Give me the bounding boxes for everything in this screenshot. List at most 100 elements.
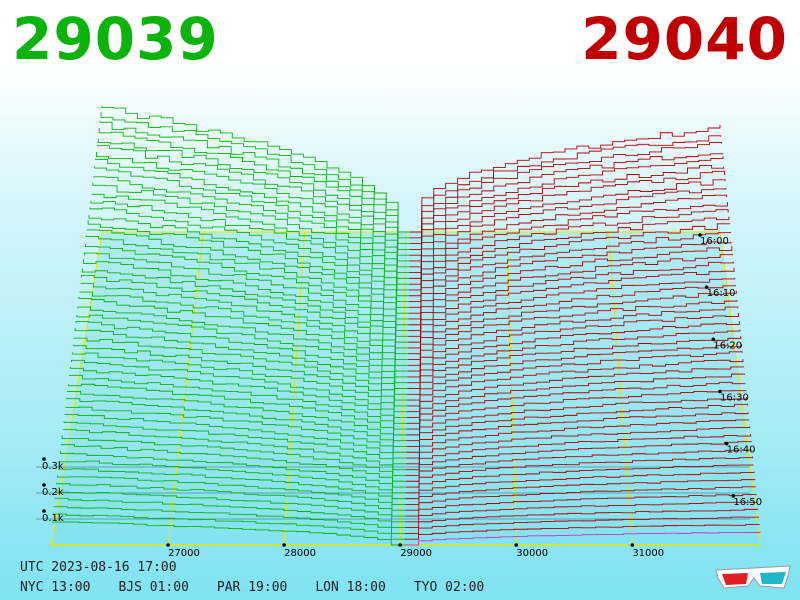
ask-depth-line [409, 124, 721, 233]
bid-depth-line [92, 182, 409, 291]
ask-depth-line [405, 479, 756, 505]
bid-depth-line [77, 306, 408, 384]
ask-depth-line [405, 441, 752, 476]
bid-depth-line [66, 397, 407, 453]
x-tick-dot [630, 543, 635, 547]
bid-depth-line [87, 220, 409, 320]
ask-depth-line [408, 223, 731, 308]
bid-depth-line [83, 259, 409, 349]
ask-depth-line [408, 209, 729, 297]
ask-depth-line [405, 464, 754, 494]
time-tick-label: 16:30 [720, 393, 749, 404]
clock-lon: LON 18:00 [315, 580, 386, 595]
bid-depth-line [70, 359, 407, 424]
bid-depth-line [72, 344, 407, 413]
x-tick-label: 27000 [168, 548, 200, 559]
ask-depth-line [407, 321, 740, 384]
ask-depth-line [405, 471, 755, 500]
bid-depth-line [75, 321, 408, 395]
bid-depth-line [91, 193, 409, 297]
ask-depth-line [408, 241, 732, 320]
bid-depth-line [93, 176, 410, 285]
time-tick-label: 16:10 [707, 288, 736, 299]
ask-depth-line [405, 493, 757, 517]
ask-depth-line [409, 135, 722, 239]
bid-depth-line [78, 296, 408, 378]
x-tick-label: 31000 [632, 548, 664, 559]
clock-par: PAR 19:00 [216, 580, 288, 595]
z-tick-dot [42, 509, 46, 513]
bid-depth-line [82, 268, 408, 355]
bid-depth-line [89, 207, 409, 308]
bid-depth-line [99, 120, 410, 245]
bid-depth-line [70, 366, 407, 430]
ask-depth-line [406, 396, 748, 442]
bid-depth-line [90, 200, 409, 303]
bid-depth-line [76, 314, 408, 389]
ask-depth-line [406, 426, 751, 465]
x-tick-label: 29000 [400, 548, 432, 559]
clock-nyc: NYC 13:00 [20, 580, 91, 595]
ask-depth-line [407, 351, 743, 407]
bid-depth-line [73, 337, 408, 407]
bid-depth-line [84, 244, 409, 337]
ask-depth-line [406, 403, 748, 447]
ask-depth-line [404, 523, 760, 540]
ask-depth-line [409, 179, 726, 274]
ask-price: 29040 [581, 5, 788, 73]
bid-depth-line [63, 421, 407, 471]
bid-depth-line [98, 127, 410, 250]
ask-depth-line [405, 456, 754, 488]
bid-depth-line [85, 235, 409, 331]
bid-depth-line [68, 383, 407, 442]
clock-tyo: TYO 02:00 [413, 580, 485, 595]
bid-depth-line [67, 390, 407, 447]
time-tick-dot [704, 285, 709, 289]
ask-depth-line [409, 188, 727, 279]
ask-depth-line [408, 267, 735, 343]
bid-depth-line [60, 444, 406, 488]
ask-depth-line [407, 306, 739, 372]
bid-depth-line [64, 413, 407, 465]
x-tick-label: 28000 [284, 548, 316, 559]
ask-depth-line [407, 285, 737, 355]
ask-depth-line [404, 531, 761, 546]
ask-depth-line [409, 156, 724, 256]
ask-depth-line [405, 449, 753, 482]
bid-price: 29039 [12, 5, 219, 73]
bid-depth-line [83, 252, 409, 343]
ask-depth-line [408, 202, 728, 291]
utc-time: UTC 2023-08-16 17:00 [20, 560, 177, 575]
right-axis [719, 231, 761, 546]
z-tick-label: 0.1k [42, 513, 64, 524]
ask-depth-line [409, 165, 725, 262]
time-tick-label: 16:50 [733, 497, 762, 508]
ask-depth-line [409, 194, 728, 285]
ask-depth-line [404, 516, 759, 534]
ask-depth-line [408, 261, 734, 337]
bid-depth-line [69, 374, 407, 436]
bid-depth-line [95, 151, 410, 268]
time-tick-dot [718, 389, 722, 394]
z-tick-label: 0.3k [42, 461, 64, 472]
time-tick-label: 16:40 [727, 445, 756, 456]
ask-depth-line [407, 300, 738, 366]
ask-depth-line [408, 254, 734, 331]
bid-depth-line [58, 460, 406, 500]
ask-depth-line [406, 434, 751, 471]
ask-depth-line [406, 412, 749, 453]
ask-depth-line [406, 419, 750, 459]
ask-depth-line [407, 290, 737, 360]
ask-depth-line [406, 359, 744, 413]
bid-depth-line [74, 328, 408, 401]
ask-depth-line [409, 170, 725, 268]
bid-depth-line [71, 352, 407, 418]
ask-depth-line [408, 245, 733, 326]
bid-depth-line [65, 406, 407, 459]
bid-depth-line [55, 491, 406, 523]
bid-depth-line [86, 229, 409, 326]
3d-glasses-icon[interactable] [714, 562, 794, 592]
z-tick-dot [42, 483, 46, 487]
bid-depth-line [95, 158, 410, 274]
